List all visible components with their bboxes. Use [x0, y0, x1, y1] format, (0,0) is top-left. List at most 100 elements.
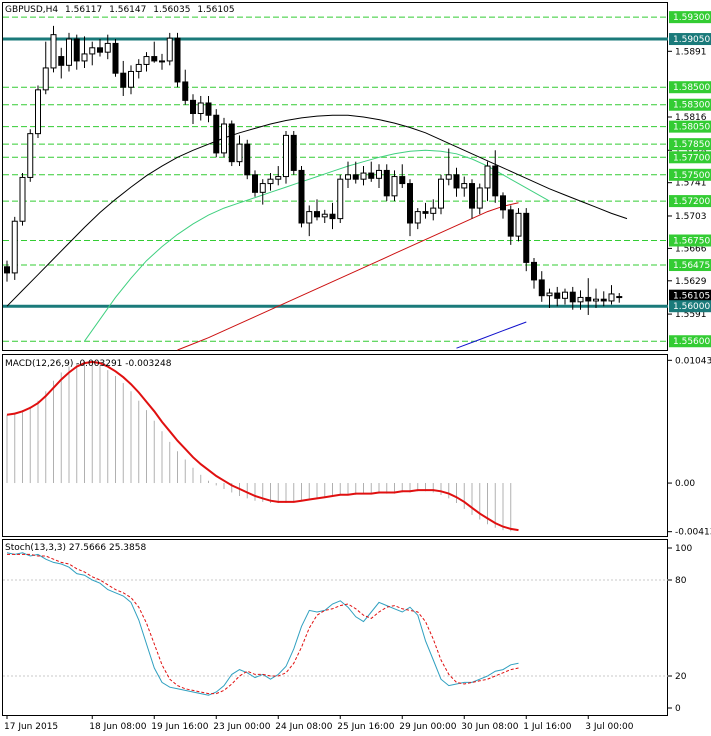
candle-body	[159, 60, 165, 63]
x-tick-label: 17 Jun 2015	[4, 722, 58, 732]
candle-body	[438, 178, 444, 209]
candle	[306, 205, 313, 237]
y-tick-label: 1.5629	[675, 277, 707, 287]
candle	[27, 129, 34, 182]
candle	[174, 32, 181, 88]
candle	[236, 135, 243, 167]
candle	[352, 161, 359, 184]
candle	[445, 148, 452, 186]
stoch-signal-line	[7, 553, 519, 695]
candle-body	[290, 134, 297, 171]
candle-body	[507, 209, 514, 237]
candle	[608, 285, 615, 305]
candle-body	[97, 47, 103, 53]
candle-body	[35, 89, 41, 135]
candle-body	[81, 53, 88, 62]
candle-body	[306, 211, 313, 224]
candle-body	[197, 102, 204, 114]
candle	[430, 199, 437, 221]
level-label-box	[669, 259, 711, 272]
level-label: 1.58050	[673, 123, 710, 133]
candle	[4, 260, 10, 282]
level-label: 1.55600	[673, 337, 710, 347]
candle-body	[190, 99, 196, 114]
candle-body	[345, 174, 351, 180]
stochastic-panel: 100 80 20 0	[3, 544, 692, 714]
candle-body	[476, 187, 483, 209]
candle-body	[205, 102, 212, 116]
candle-body	[523, 212, 530, 263]
candle	[135, 59, 142, 79]
candle-body	[27, 133, 34, 178]
candle	[35, 85, 41, 139]
candle-body	[128, 70, 134, 88]
candle	[151, 41, 158, 63]
candle	[11, 216, 18, 280]
candle	[112, 39, 119, 77]
candle	[414, 208, 421, 230]
candle	[515, 208, 522, 242]
candle-body	[469, 183, 475, 209]
close-value: 1.56105	[197, 5, 235, 15]
candle-body	[461, 183, 468, 189]
candle-body	[174, 37, 181, 83]
candle	[554, 286, 561, 307]
level-label: 1.57700	[673, 153, 710, 163]
level-label-box	[669, 138, 711, 151]
candle	[407, 179, 413, 237]
x-tick-label: 24 Jun 08:00	[275, 722, 332, 732]
level-label: 1.59050	[673, 35, 710, 45]
candle	[546, 288, 553, 308]
low-value: 1.56035	[153, 5, 191, 15]
candle-body	[244, 143, 251, 176]
candle-body	[391, 176, 398, 197]
candle-body	[562, 291, 568, 299]
candle	[453, 167, 460, 197]
y-tick-label: 1.5778	[675, 146, 707, 156]
candle-body	[492, 165, 499, 197]
candle	[143, 52, 150, 72]
candle-body	[42, 67, 49, 91]
candle-body	[228, 123, 235, 163]
candle	[205, 95, 212, 123]
candle	[585, 278, 592, 315]
candles	[4, 25, 623, 315]
candle	[259, 179, 266, 205]
candle-body	[267, 178, 274, 185]
x-tick-label: 29 Jun 00:00	[399, 722, 456, 732]
price-panel-frame	[2, 2, 668, 351]
level-label-box	[669, 335, 711, 348]
macd-tick-label: -0.004132	[675, 528, 711, 538]
candle	[321, 209, 328, 223]
stoch-tick-label: 80	[675, 576, 687, 586]
candle	[42, 41, 49, 95]
ma-green-line	[84, 149, 550, 342]
candle-body	[4, 266, 10, 274]
candle-body	[19, 176, 26, 222]
x-tick-label: 1 Jul 16:00	[523, 722, 572, 732]
candle-body	[298, 169, 305, 224]
candle-body	[383, 169, 390, 197]
candle-body	[376, 169, 382, 179]
candle	[492, 150, 499, 203]
price-y-axis: 1.58911.58161.57781.57411.57031.56661.56…	[668, 11, 711, 348]
y-tick-label: 1.5891	[675, 47, 707, 57]
candle-body	[275, 176, 282, 180]
candle-body	[546, 292, 553, 297]
x-tick-label: 25 Jun 16:00	[337, 722, 394, 732]
candle	[50, 25, 57, 73]
candle	[58, 47, 65, 79]
level-label-box	[669, 234, 711, 247]
level-label: 1.59300	[673, 13, 710, 23]
candle-body	[213, 114, 220, 154]
candle-body	[399, 176, 406, 185]
level-label: 1.57500	[673, 171, 710, 181]
candle-body	[89, 47, 96, 55]
ma-red-line	[177, 202, 519, 351]
stoch-tick-label: 20	[675, 672, 687, 682]
level-label: 1.57850	[673, 140, 710, 150]
candle	[507, 205, 514, 245]
candle-body	[616, 296, 623, 299]
x-tick-label: 18 Jun 08:00	[89, 722, 146, 732]
